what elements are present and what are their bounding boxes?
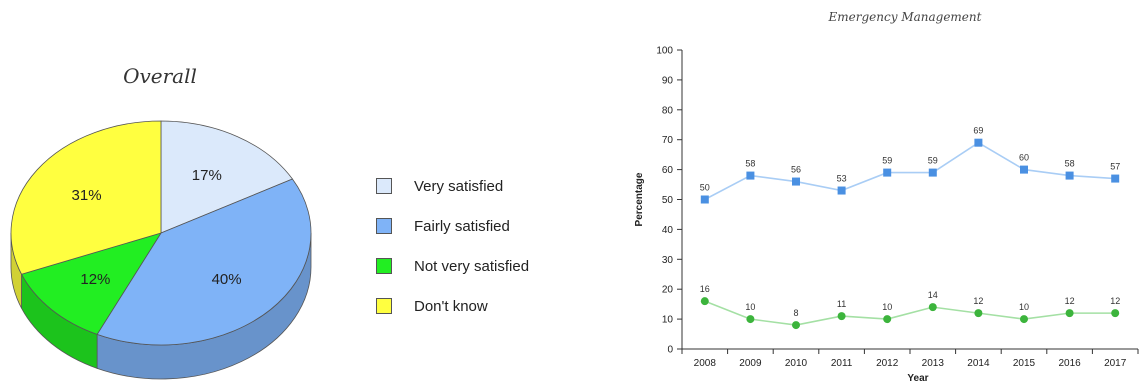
pie-slice-label: 17% <box>192 167 222 184</box>
data-label: 10 <box>882 302 892 312</box>
x-axis-label: Year <box>907 373 928 383</box>
data-label: 57 <box>1110 162 1120 172</box>
legend-swatch-not-very-satisfied <box>376 258 392 274</box>
y-tick-label: 50 <box>662 195 674 206</box>
y-tick-label: 70 <box>662 135 674 146</box>
data-label: 14 <box>928 290 938 300</box>
pie-legend: Very satisfied Fairly satisfied Not very… <box>376 166 529 326</box>
pie-chart-panel: Overall 17% 40% 12% 31% Very satisfied Fair… <box>10 64 529 380</box>
data-point <box>1111 309 1120 318</box>
data-label: 16 <box>700 284 710 294</box>
legend-label: Don't know <box>414 297 488 315</box>
y-axis-label: Percentage <box>634 172 645 226</box>
y-tick-label: 60 <box>662 165 674 176</box>
data-label: 12 <box>1110 296 1120 306</box>
legend-swatch-very-satisfied <box>376 178 392 194</box>
data-label: 53 <box>837 174 847 184</box>
data-label: 58 <box>1065 159 1075 169</box>
pie-slice-label: 31% <box>72 187 102 204</box>
line-chart-panel: Emergency Management 0 10 20 30 40 50 60 70 80 90… <box>620 0 1145 383</box>
x-tick-label: 2008 <box>694 358 717 369</box>
legend-item-not-very-satisfied: Not very satisfied <box>376 246 529 286</box>
pie-slice <box>20 232 162 335</box>
pie-slice <box>10 120 162 275</box>
legend-swatch-dont-know <box>376 298 392 314</box>
series-line <box>704 141 1116 201</box>
data-label: 50 <box>700 183 710 193</box>
data-label: 8 <box>793 308 798 318</box>
data-point <box>883 168 892 177</box>
y-tick-label: 10 <box>662 315 674 326</box>
data-point <box>1020 315 1028 324</box>
line-chart-title: Emergency Management <box>828 10 982 24</box>
data-point <box>1065 309 1074 318</box>
legend-item-fairly-satisfied: Fairly satisfied <box>376 206 529 246</box>
data-point <box>746 171 755 180</box>
data-point <box>883 315 892 324</box>
x-tick-label: 2013 <box>922 358 945 369</box>
series-line <box>704 300 1116 326</box>
y-tick-label: 0 <box>667 345 673 356</box>
data-label: 69 <box>973 126 983 136</box>
x-tick-label: 2017 <box>1104 358 1127 369</box>
pie-title: Overall <box>123 64 197 88</box>
data-point <box>792 177 800 186</box>
data-label: 10 <box>1019 302 1029 312</box>
data-label: 59 <box>928 156 938 166</box>
data-label: 58 <box>745 159 755 169</box>
legend-label: Not very satisfied <box>414 257 530 275</box>
x-tick-label: 2012 <box>876 358 899 369</box>
x-tick-label: 2011 <box>831 358 853 369</box>
legend-label: Very satisfied <box>414 177 504 195</box>
legend-item-dont-know: Don't know <box>376 286 529 326</box>
data-point <box>700 195 709 204</box>
data-point <box>1065 171 1074 180</box>
data-point <box>792 321 800 330</box>
legend-item-very-satisfied: Very satisfied <box>376 166 529 206</box>
data-point <box>1020 165 1028 174</box>
pie-slice <box>160 120 294 234</box>
data-point <box>928 303 937 312</box>
data-point <box>700 297 709 306</box>
x-tick-label: 2015 <box>1013 358 1036 369</box>
y-tick-label: 20 <box>662 285 674 296</box>
data-point <box>837 186 846 195</box>
x-tick-label: 2016 <box>1058 358 1081 369</box>
x-tick-label: 2009 <box>739 358 762 369</box>
data-label: 56 <box>791 165 801 175</box>
data-point <box>974 138 983 147</box>
y-tick-label: 90 <box>662 75 674 86</box>
x-tick-label: 2014 <box>967 358 990 369</box>
pie-slice <box>96 178 312 346</box>
y-tick-label: 80 <box>662 105 674 116</box>
y-tick-label: 30 <box>662 255 674 266</box>
data-label: 60 <box>1019 153 1029 163</box>
data-point <box>746 315 755 324</box>
y-tick-label: 100 <box>656 46 673 57</box>
data-label: 12 <box>973 296 983 306</box>
pie-chart: 17% 40% 12% 31% <box>10 120 312 380</box>
data-point <box>974 309 983 318</box>
data-label: 11 <box>837 299 846 309</box>
line-chart: 0 10 20 30 40 50 60 70 80 90 100 2008 2009 2010 2011 20… <box>634 46 1139 383</box>
data-point <box>928 168 937 177</box>
legend-label: Fairly satisfied <box>414 217 510 235</box>
y-tick-label: 40 <box>662 225 674 236</box>
data-point <box>837 312 846 321</box>
data-label: 12 <box>1065 296 1075 306</box>
legend-swatch-fairly-satisfied <box>376 218 392 234</box>
x-tick-label: 2010 <box>785 358 808 369</box>
data-point <box>1111 174 1120 183</box>
data-label: 59 <box>882 156 892 166</box>
pie-slice-label: 12% <box>80 271 110 288</box>
data-label: 10 <box>745 302 755 312</box>
pie-slice-label: 40% <box>212 271 242 288</box>
